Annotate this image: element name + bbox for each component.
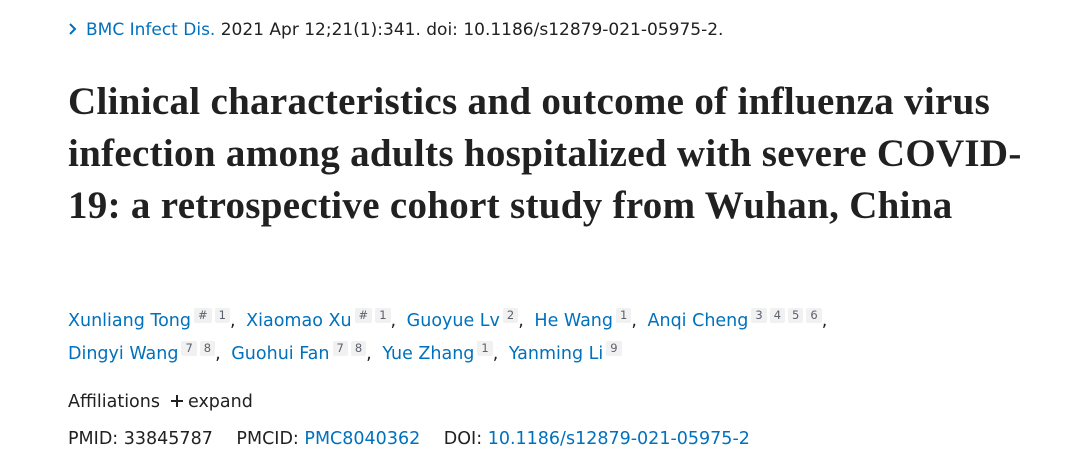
affiliation-mark[interactable]: 4 bbox=[769, 308, 786, 323]
pmcid-label: PMCID: bbox=[236, 429, 299, 449]
affiliation-mark[interactable]: 2 bbox=[502, 308, 519, 323]
affiliation-mark[interactable]: 5 bbox=[788, 308, 804, 323]
affiliation-mark[interactable]: # bbox=[194, 308, 212, 323]
author-name[interactable]: Guoyue Lv bbox=[406, 311, 500, 331]
separator: , bbox=[390, 311, 397, 331]
author-name[interactable]: He Wang bbox=[534, 311, 614, 331]
author-name[interactable]: Xiaomao Xu bbox=[246, 311, 352, 331]
separator: , bbox=[366, 344, 372, 364]
affiliation-mark[interactable]: 8 bbox=[350, 341, 367, 356]
affiliations-label: Affiliations bbox=[68, 392, 160, 412]
affiliation-mark[interactable]: 9 bbox=[606, 341, 622, 356]
separator: , bbox=[518, 311, 524, 331]
plus-icon[interactable] bbox=[170, 394, 184, 408]
affiliation-mark[interactable]: 8 bbox=[199, 341, 216, 356]
author-name[interactable]: Guohui Fan bbox=[231, 344, 330, 364]
author-list: Xunliang Tong #1, Xiaomao Xu #1, Guoyue Lv… bbox=[68, 305, 938, 371]
affiliation-mark[interactable]: 1 bbox=[616, 308, 632, 323]
journal-link[interactable]: BMC Infect Dis. bbox=[86, 20, 216, 40]
author: Xunliang Tong #1, bbox=[68, 308, 241, 331]
affiliation-mark[interactable]: 7 bbox=[181, 341, 197, 356]
author: Guohui Fan 7 8, bbox=[231, 341, 376, 364]
author: Guoyue Lv 2, bbox=[406, 308, 529, 331]
separator: , bbox=[492, 344, 499, 364]
affiliations: Affiliations expand bbox=[68, 392, 253, 412]
separator: , bbox=[229, 311, 236, 331]
author-name[interactable]: Anqi Cheng bbox=[647, 311, 749, 331]
citation: 2021 Apr 12;21(1):341. doi: 10.1186/s128… bbox=[220, 20, 724, 40]
author-name[interactable]: Yue Zhang bbox=[382, 344, 475, 364]
separator: , bbox=[821, 311, 828, 331]
expand-toggle[interactable]: expand bbox=[187, 392, 253, 412]
pmid-label: PMID: bbox=[68, 429, 119, 449]
separator: , bbox=[215, 344, 221, 364]
author: He Wang 1, bbox=[534, 308, 642, 331]
affiliation-mark[interactable]: 1 bbox=[214, 308, 230, 323]
journal-line: BMC Infect Dis. 2021 Apr 12;21(1):341. d… bbox=[68, 20, 723, 40]
author-name[interactable]: Yanming Li bbox=[508, 344, 604, 364]
affiliation-mark[interactable]: 1 bbox=[375, 308, 391, 323]
identifiers: PMID: 33845787 PMCID: PMC8040362 DOI: 10… bbox=[68, 429, 750, 449]
affiliation-mark[interactable]: 7 bbox=[332, 341, 348, 356]
separator: , bbox=[631, 311, 637, 331]
pmid: 33845787 bbox=[123, 429, 213, 449]
author: Anqi Cheng 3 4 5 6, bbox=[647, 308, 833, 331]
doi-label: DOI: bbox=[443, 429, 483, 449]
affiliation-mark[interactable]: # bbox=[354, 308, 373, 323]
affiliation-mark[interactable]: 1 bbox=[477, 341, 493, 356]
author: Dingyi Wang 7 8, bbox=[68, 341, 226, 364]
doi-link[interactable]: 10.1186/s12879-021-05975-2 bbox=[487, 429, 750, 449]
author: Xiaomao Xu #1, bbox=[246, 308, 401, 331]
author: Yue Zhang 1, bbox=[382, 341, 503, 364]
pmcid-link[interactable]: PMC8040362 bbox=[304, 429, 421, 449]
affiliation-mark[interactable]: 3 bbox=[751, 308, 767, 323]
article-title: Clinical characteristics and outcome of … bbox=[68, 80, 1022, 227]
author-name[interactable]: Xunliang Tong bbox=[68, 311, 192, 331]
affiliation-mark[interactable]: 6 bbox=[806, 308, 822, 323]
author: Yanming Li 9 bbox=[508, 341, 622, 364]
chevron-icon bbox=[69, 23, 77, 35]
author-name[interactable]: Dingyi Wang bbox=[68, 344, 179, 364]
